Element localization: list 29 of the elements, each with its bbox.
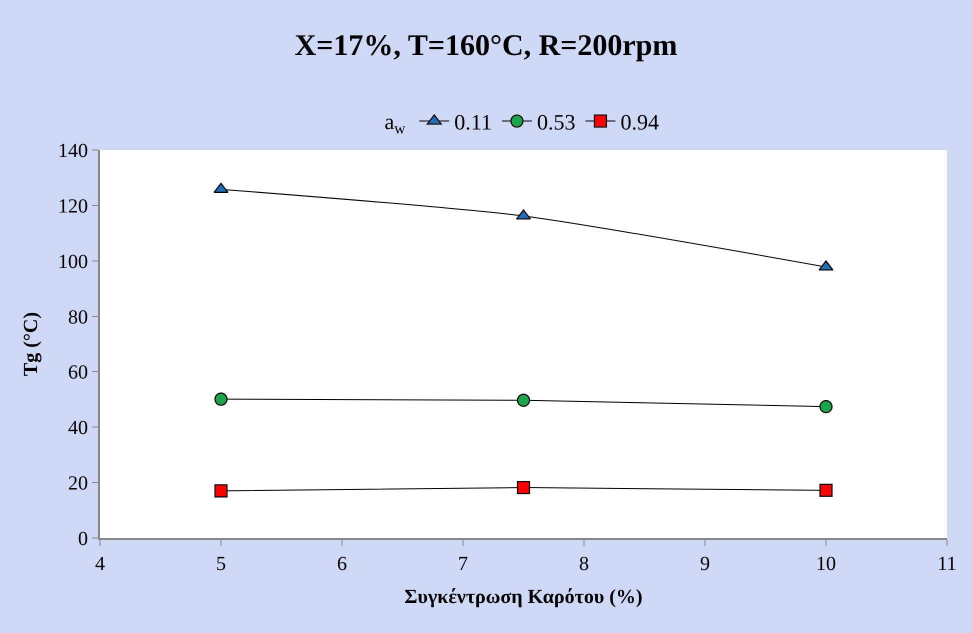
- y-tick-label: 140: [58, 140, 88, 162]
- legend-label: 0.11: [454, 110, 492, 135]
- y-tick-label: 60: [68, 362, 88, 384]
- chart-title: X=17%, T=160°C, R=200rpm: [294, 28, 678, 62]
- point: [214, 484, 228, 498]
- y-tick-label: 40: [68, 417, 88, 440]
- x-tick-label: 9: [700, 553, 710, 575]
- x-tick-label: 11: [937, 553, 957, 575]
- x-tick-label: 6: [337, 553, 347, 575]
- legend-title: a$_{w}$: [384, 108, 406, 138]
- x-tick-label: 4: [95, 553, 105, 575]
- x-tick-label: 5: [216, 553, 226, 575]
- point: [516, 480, 530, 494]
- y-tick-label: 100: [58, 250, 88, 273]
- legend-label: 0.53: [536, 110, 576, 135]
- legend-label: 0.94: [620, 110, 659, 135]
- point: [819, 484, 833, 497]
- y-tick-label: 20: [68, 472, 88, 495]
- y-tick-label: 120: [58, 195, 88, 218]
- y-axis-title: Tg (°C): [20, 312, 42, 376]
- y-tick-label: 0: [78, 528, 88, 550]
- y-tick-label: 80: [68, 306, 88, 328]
- x-tick-label: 8: [579, 553, 589, 575]
- point: [214, 392, 228, 406]
- point: [819, 400, 833, 414]
- x-tick-label: 7: [458, 553, 468, 575]
- x-axis-title: Συγκέντρωση Καρότου (%): [404, 586, 643, 608]
- point: [516, 394, 530, 407]
- x-tick-label: 10: [816, 553, 836, 575]
